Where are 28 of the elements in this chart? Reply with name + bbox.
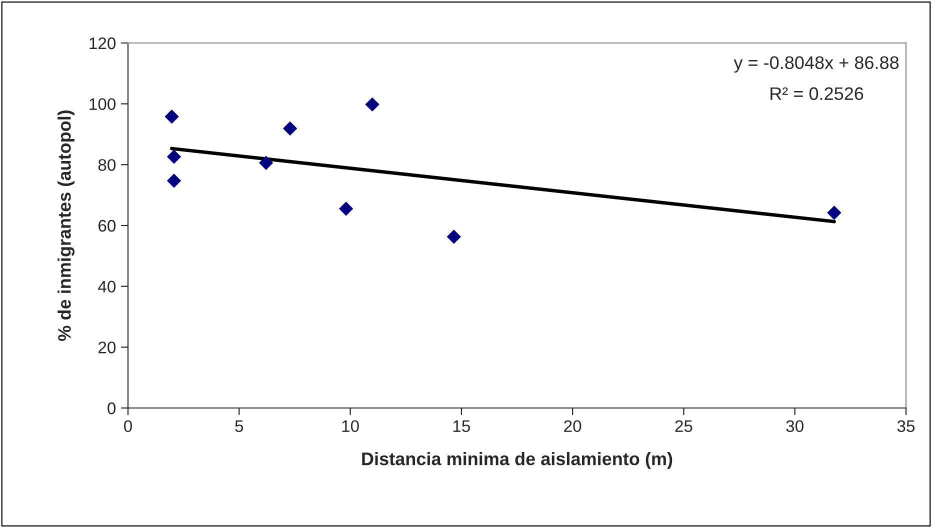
y-tick-label: 20 bbox=[98, 342, 116, 354]
point bbox=[167, 150, 181, 164]
annotation: y = -0.8048x + 86.88 bbox=[734, 56, 899, 73]
point bbox=[827, 206, 842, 220]
point bbox=[167, 174, 181, 188]
y-tick-label: 120 bbox=[90, 37, 116, 50]
y-tick-label: 40 bbox=[98, 280, 116, 293]
y-tick-label: 80 bbox=[98, 159, 116, 171]
x-tick-label: 5 bbox=[235, 420, 244, 432]
x-tick-label: 25 bbox=[675, 420, 692, 432]
y-tick-label: 60 bbox=[98, 220, 116, 232]
y-tick-label: 100 bbox=[90, 98, 116, 110]
annotation: R² = 0.2526 bbox=[770, 87, 864, 100]
x-tick-label: 20 bbox=[564, 420, 582, 432]
point bbox=[446, 230, 461, 244]
point bbox=[164, 110, 179, 124]
point bbox=[339, 202, 354, 216]
x-axis-title: Distancia minima de aislamiento (m) bbox=[362, 452, 672, 469]
x-tick-label: 0 bbox=[124, 420, 132, 432]
x-tick-label: 30 bbox=[786, 420, 804, 432]
x-tick-label: 15 bbox=[453, 420, 470, 432]
point bbox=[259, 156, 273, 170]
x-tick-label: 35 bbox=[897, 420, 915, 432]
point bbox=[365, 97, 380, 112]
point bbox=[283, 122, 298, 136]
y-axis-title: % de inmigrantes (autopol) bbox=[58, 110, 74, 341]
y-tick-label: 0 bbox=[108, 402, 116, 414]
x-tick-label: 10 bbox=[342, 420, 359, 432]
